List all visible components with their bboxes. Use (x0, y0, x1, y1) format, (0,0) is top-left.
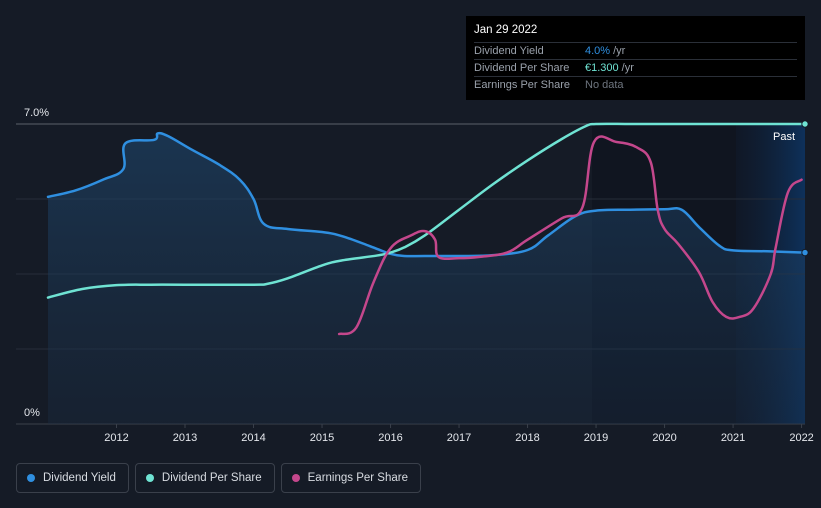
dividend-yield-line (46, 131, 807, 258)
y-tick-label: 0% (24, 407, 40, 419)
x-tick-label: 2021 (721, 432, 745, 444)
dividend-per-share-end-marker (801, 120, 809, 128)
tooltip-row-dividend-per-share: Dividend Per Share €1.300 /yr (474, 59, 797, 76)
x-tick-label: 2012 (104, 432, 128, 444)
past-label: Past (773, 131, 795, 143)
tooltip-row-unit: /yr (613, 45, 626, 57)
tooltip-row-label: Earnings Per Share (474, 79, 570, 91)
tooltip-row-value: €1.300 (585, 62, 619, 74)
dividend-chart: 7.0% 0% 2012 2013 2014 2015 2016 2017 2018 2019 20… (16, 107, 814, 444)
x-tick-label: 2017 (447, 432, 471, 444)
legend-label: Dividend Per Share (161, 472, 262, 484)
dividend-yield-area (48, 133, 805, 425)
legend-label: Dividend Yield (43, 472, 116, 484)
x-tick-label: 2020 (652, 432, 676, 444)
x-tick-label: 2018 (515, 432, 539, 444)
tooltip-row-label: Dividend Yield (474, 45, 544, 57)
hover-tooltip: Jan 29 2022 Dividend Yield 4.0% /yr Divi… (466, 16, 805, 100)
tooltip-row-earnings-per-share: Earnings Per Share No data (474, 76, 797, 93)
x-tick-label: 2016 (378, 432, 402, 444)
tooltip-row-dividend-yield: Dividend Yield 4.0% /yr (474, 42, 797, 59)
x-tick-label: 2015 (310, 432, 334, 444)
legend-label: Earnings Per Share (307, 472, 408, 484)
tooltip-date: Jan 29 2022 (474, 24, 538, 36)
chart-legend: Dividend Yield Dividend Per Share Earnin… (16, 463, 421, 493)
earnings-per-share-line (337, 135, 803, 336)
legend-dot-icon (291, 474, 300, 482)
legend-dot-icon (145, 474, 154, 482)
legend-dividend-yield[interactable]: Dividend Yield (16, 463, 129, 493)
x-tick-label: 2014 (241, 432, 265, 444)
legend-earnings-per-share[interactable]: Earnings Per Share (280, 463, 421, 493)
legend-dot-icon (27, 474, 35, 482)
tooltip-row-value: 4.0% (585, 45, 611, 57)
tooltip-row-value: No data (585, 79, 624, 91)
x-tick-label: 2019 (584, 432, 608, 444)
y-tick-label: 7.0% (24, 107, 49, 119)
x-tick-label: 2022 (789, 432, 813, 444)
tooltip-row-unit: /yr (621, 62, 634, 74)
dividend-yield-end-marker (801, 248, 809, 257)
x-tick-label: 2013 (173, 432, 197, 444)
dividend-per-share-line (46, 122, 807, 299)
legend-dividend-per-share[interactable]: Dividend Per Share (134, 463, 275, 493)
tooltip-row-label: Dividend Per Share (474, 62, 570, 74)
